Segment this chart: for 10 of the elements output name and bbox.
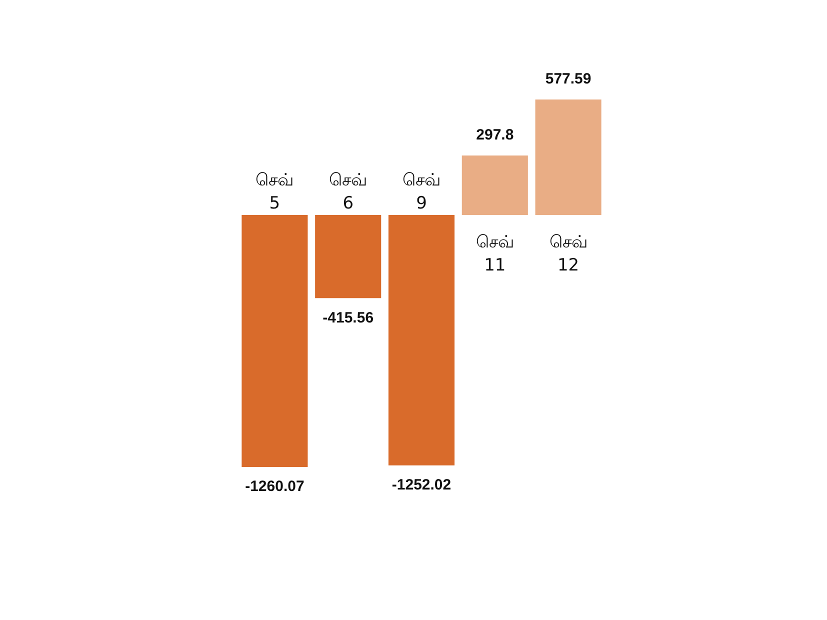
x-tick-label: செவ் 6 [329,170,368,214]
data-label: -415.56 [322,309,374,326]
x-tick-label: செவ் 11 [476,232,514,276]
x-tick-label: செவ் 9 [402,170,440,214]
x-tick-label: செவ் 5 [256,170,294,214]
data-label: -1260.07 [245,478,304,496]
data-label: 297.8 [476,126,514,144]
data-label: 577.59 [545,70,592,88]
x-tick-label: செவ் 12 [549,232,588,276]
data-label: -1252.02 [392,476,452,494]
